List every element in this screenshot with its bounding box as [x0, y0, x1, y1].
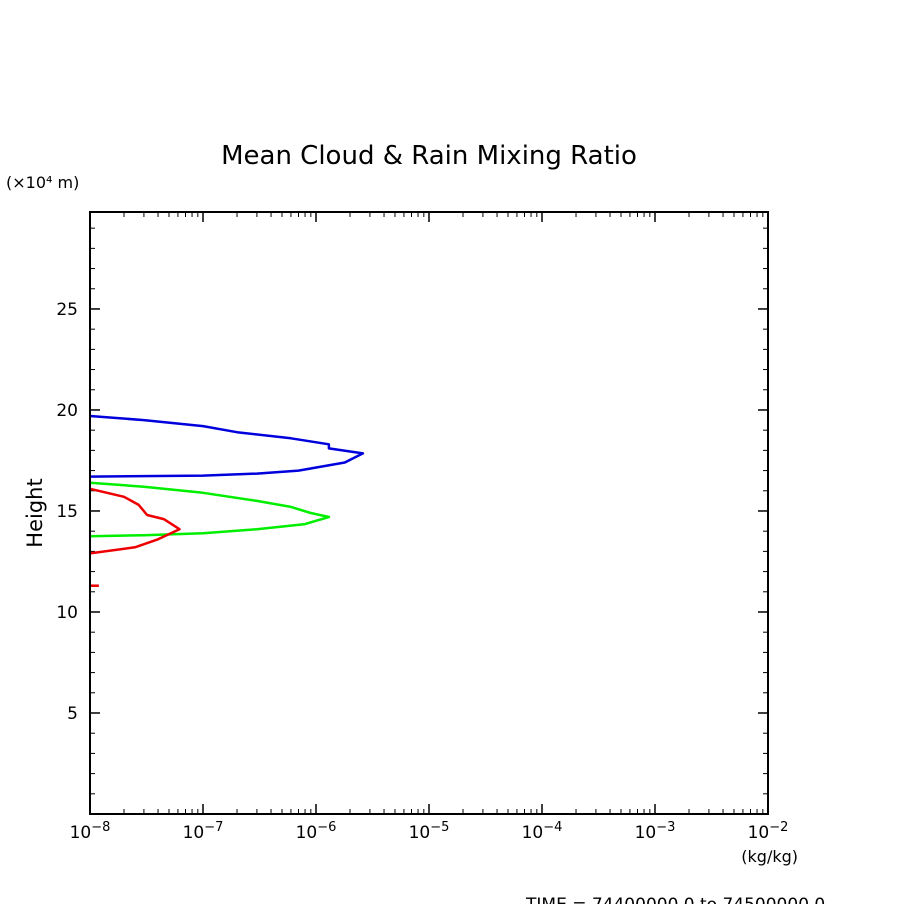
y-tick-label: 10	[56, 603, 78, 623]
footer-time-range: TIME = 74400000.0 to 74500000.0	[525, 895, 825, 904]
series-line-1	[89, 414, 365, 478]
chart-title: Mean Cloud & Rain Mixing Ratio	[221, 141, 637, 171]
y-unit-label: (×10⁴ m)	[6, 173, 79, 192]
y-tick-label: 25	[56, 300, 78, 320]
plot-frame	[89, 211, 769, 815]
ticks-layer	[89, 212, 769, 814]
series-layer	[89, 414, 365, 587]
x-tick-label: 10−8	[70, 820, 111, 843]
x-tick-label: 10−4	[522, 820, 563, 843]
x-tick-label: 10−3	[635, 820, 676, 843]
x-unit-label: (kg/kg)	[741, 847, 798, 866]
series-line-3	[89, 487, 181, 555]
x-tick-label: 10−7	[183, 820, 224, 843]
tick-labels-layer: 10−8 10−7 10−6 10−5 10−4 10−3 10−2 5 10 15 20 25	[56, 300, 788, 843]
x-tick-label: 10−2	[748, 820, 789, 843]
y-tick-label: 15	[56, 502, 78, 522]
x-tick-label: 10−5	[409, 820, 450, 843]
y-tick-label: 20	[56, 401, 78, 421]
series-line-2	[89, 481, 331, 538]
x-tick-label: 10−6	[296, 820, 337, 843]
y-axis-label: Height	[23, 478, 47, 547]
y-tick-label: 5	[67, 704, 78, 724]
